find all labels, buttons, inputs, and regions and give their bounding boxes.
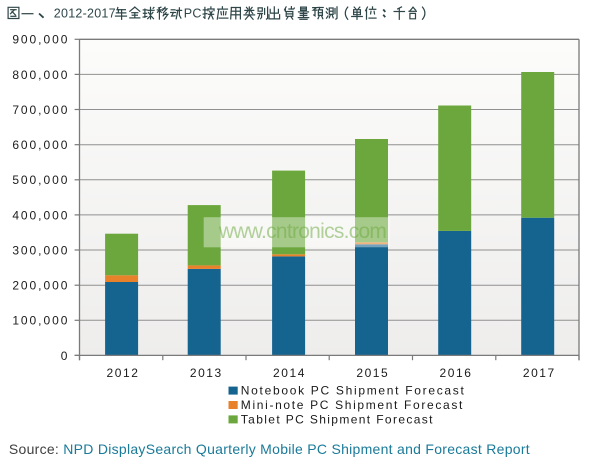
svg-text:300,000: 300,000	[12, 243, 69, 257]
svg-text:www.cntronics.com: www.cntronics.com	[218, 220, 387, 243]
svg-text:100,000: 100,000	[12, 314, 69, 328]
svg-text:2012: 2012	[107, 366, 140, 380]
svg-text:2013: 2013	[190, 366, 223, 380]
svg-text:400,000: 400,000	[12, 208, 69, 222]
svg-text:2016: 2016	[440, 366, 473, 380]
svg-text:2017: 2017	[523, 366, 556, 380]
svg-text:PC: PC	[184, 6, 202, 20]
svg-text:Notebook PC Shipment Forecast: Notebook PC Shipment Forecast	[241, 384, 466, 398]
svg-text:2015: 2015	[356, 366, 389, 380]
svg-text:2012-2017: 2012-2017	[54, 6, 116, 20]
svg-text:600,000: 600,000	[12, 138, 69, 152]
svg-text:700,000: 700,000	[12, 103, 69, 117]
svg-text:2014: 2014	[273, 366, 306, 380]
svg-text:800,000: 800,000	[12, 68, 69, 82]
svg-text:Source: NPD DisplaySearch Quar: Source: NPD DisplaySearch Quarterly Mobi…	[9, 441, 530, 457]
svg-text:200,000: 200,000	[12, 279, 69, 293]
svg-text:Tablet PC Shipment Forecast: Tablet PC Shipment Forecast	[241, 413, 434, 427]
svg-text:Mini-note PC Shipment Forecast: Mini-note PC Shipment Forecast	[241, 398, 464, 412]
svg-text:500,000: 500,000	[12, 173, 69, 187]
svg-text:0: 0	[61, 349, 70, 363]
svg-text:900,000: 900,000	[12, 33, 69, 47]
